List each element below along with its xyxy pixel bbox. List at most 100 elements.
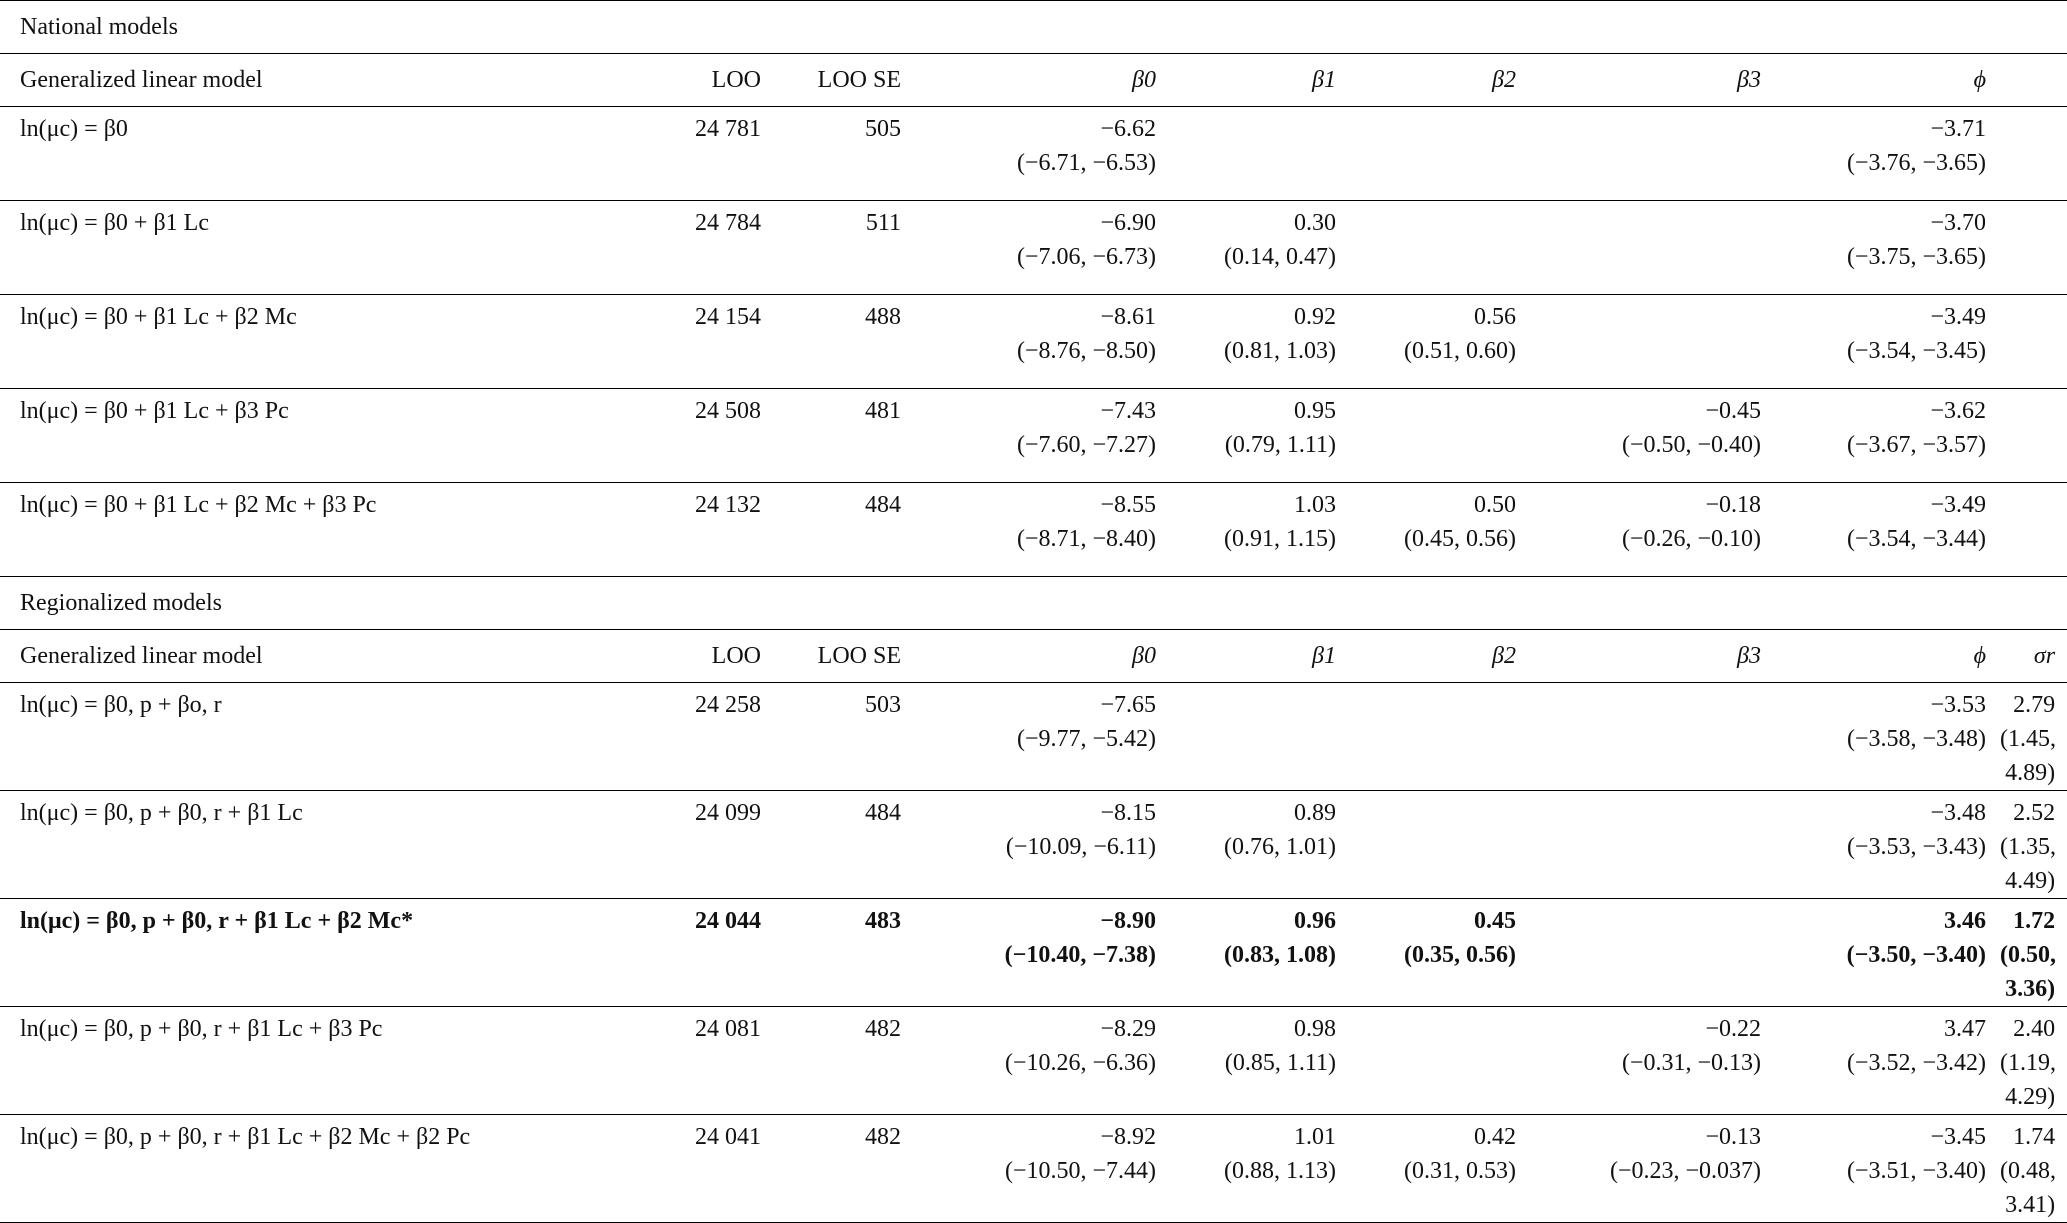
header-model: Generalized linear model [0, 53, 655, 107]
cell-b1: 1.03 (0.91, 1.15) [1170, 482, 1350, 577]
value: −8.15 [1100, 800, 1156, 826]
cell-sigma: 2.52 (1.35, 4.49) [2000, 790, 2067, 899]
header-b3: β3 [1530, 53, 1775, 107]
cell-sigma [2000, 106, 2067, 201]
value: −8.61 [1100, 304, 1156, 330]
value: 484 [865, 492, 901, 518]
cell-b1: 0.92 (0.81, 1.03) [1170, 294, 1350, 389]
header-sigma: σr [2000, 629, 2067, 683]
cell-b0: −8.61 (−8.76, −8.50) [915, 294, 1170, 389]
cell-b2 [1350, 682, 1530, 791]
credible-interval: (−6.71, −6.53) [1016, 150, 1156, 176]
cell-b2 [1350, 200, 1530, 295]
cell-b1: 0.89 (0.76, 1.01) [1170, 790, 1350, 899]
cell-b3 [1530, 106, 1775, 201]
value: −0.18 [1705, 492, 1761, 518]
value: 24 099 [695, 800, 761, 826]
cell-b3 [1530, 790, 1775, 899]
model-formula: ln(μc) = β0, p + β0, r + β1 Lc + β2 Mc +… [0, 1114, 655, 1223]
header-loo-se: LOO SE [775, 629, 915, 683]
cell-loo-se: 482 [775, 1006, 915, 1115]
model-formula: ln(μc) = β0, p + β0, r + β1 Lc + β3 Pc [0, 1006, 655, 1115]
cell-loo: 24 132 [655, 482, 775, 577]
value: 24 784 [695, 210, 761, 236]
value: −0.22 [1705, 1016, 1761, 1042]
header-phi: ϕ [1775, 53, 2000, 107]
credible-interval: (0.50, 3.36) [2000, 942, 2056, 1002]
credible-interval: (−3.53, −3.43) [1846, 834, 1986, 860]
value: 2.79 (1.45, 4.89) [2000, 692, 2056, 786]
credible-interval: (0.51, 0.60) [1404, 338, 1516, 364]
table-row: ln(μc) = β0 24 781 505 −6.62 (−6.71, −6.53) −… [0, 106, 2067, 201]
cell-b2 [1350, 1006, 1530, 1115]
cell-b3: −0.18 (−0.26, −0.10) [1530, 482, 1775, 577]
section-title-row: National models [0, 0, 2067, 54]
value: −8.90 [1100, 908, 1156, 934]
value: −0.45 [1705, 398, 1761, 424]
credible-interval: (0.88, 1.13) [1224, 1158, 1336, 1184]
value: −3.70 [1930, 210, 1986, 236]
header-b2: β2 [1350, 629, 1530, 683]
credible-interval: (−3.50, −3.40) [1846, 942, 1986, 968]
value: 24 132 [695, 492, 761, 518]
cell-loo-se: 484 [775, 482, 915, 577]
cell-loo-se: 511 [775, 200, 915, 295]
cell-phi: −3.62 (−3.67, −3.57) [1775, 388, 2000, 483]
section-title-row: Regionalized models [0, 576, 2067, 630]
cell-loo: 24 099 [655, 790, 775, 899]
value: 481 [865, 398, 901, 424]
cell-b2 [1350, 790, 1530, 899]
cell-phi: −3.53 (−3.58, −3.48) [1775, 682, 2000, 791]
section-title: National models [0, 0, 2067, 54]
cell-loo: 24 258 [655, 682, 775, 791]
header-loo: LOO [655, 53, 775, 107]
credible-interval: (0.14, 0.47) [1224, 244, 1336, 270]
value: 1.72 [2013, 908, 2056, 934]
cell-sigma [2000, 482, 2067, 577]
value: 482 [865, 1124, 901, 1150]
cell-b2 [1350, 106, 1530, 201]
cell-b1: 0.98 (0.85, 1.11) [1170, 1006, 1350, 1115]
credible-interval: (−3.51, −3.40) [1846, 1158, 1986, 1184]
cell-sigma: 2.79 (1.45, 4.89) [2000, 682, 2067, 791]
value: 503 [865, 692, 901, 718]
cell-b1: 0.96 (0.83, 1.08) [1170, 898, 1350, 1007]
credible-interval: (−8.71, −8.40) [1016, 526, 1156, 552]
value: −3.49 [1930, 304, 1986, 330]
cell-b0: −8.55 (−8.71, −8.40) [915, 482, 1170, 577]
value: 0.98 [1294, 1016, 1336, 1042]
value: −8.92 [1100, 1124, 1156, 1150]
value: −3.62 [1930, 398, 1986, 424]
cell-loo: 24 784 [655, 200, 775, 295]
value: 1.74 [2013, 1124, 2056, 1150]
section-title: Regionalized models [0, 576, 2067, 630]
credible-interval: (1.19, 4.29) [2000, 1050, 2056, 1110]
table-row: ln(μc) = β0, p + β0, r + β1 Lc + β2 Mc +… [0, 1114, 2067, 1223]
cell-loo: 24 041 [655, 1114, 775, 1223]
cell-loo: 24 081 [655, 1006, 775, 1115]
cell-sigma: 2.40 (1.19, 4.29) [2000, 1006, 2067, 1115]
cell-sigma: 1.74 (0.48, 3.41) [2000, 1114, 2067, 1223]
cell-loo: 24 508 [655, 388, 775, 483]
table-row: ln(μc) = β0, p + β0, r + β1 Lc + β2 Mc* 2… [0, 898, 2067, 1007]
value: 24 081 [695, 1016, 761, 1042]
cell-b3 [1530, 682, 1775, 791]
cell-loo-se: 483 [775, 898, 915, 1007]
cell-loo-se: 482 [775, 1114, 915, 1223]
header-row: Generalized linear model LOO LOO SE β0 β1 β2 β… [0, 629, 2067, 683]
value: −6.90 [1100, 210, 1156, 236]
value: 0.30 [1294, 210, 1336, 236]
credible-interval: (−10.26, −6.36) [1004, 1050, 1156, 1076]
cell-sigma [2000, 388, 2067, 483]
credible-interval: (−0.50, −0.40) [1621, 432, 1761, 458]
table-row: ln(μc) = β0 + β1 Lc + β3 Pc 24 508 481 −7.4… [0, 388, 2067, 483]
value: 0.50 [1474, 492, 1516, 518]
value: 3.46 [1944, 908, 1986, 934]
value: 484 [865, 800, 901, 826]
credible-interval: (−3.54, −3.44) [1846, 526, 1986, 552]
table-row: ln(μc) = β0 + β1 Lc + β2 Mc + β3 Pc 24 13… [0, 482, 2067, 577]
credible-interval: (−9.77, −5.42) [1016, 726, 1156, 752]
cell-b2: 0.56 (0.51, 0.60) [1350, 294, 1530, 389]
cell-b0: −8.90 (−10.40, −7.38) [915, 898, 1170, 1007]
